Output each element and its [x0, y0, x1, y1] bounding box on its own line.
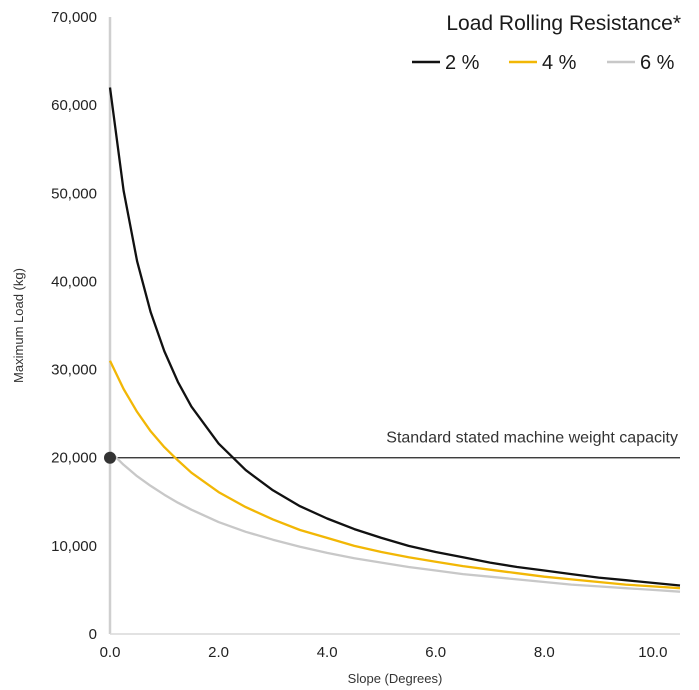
legend-title: Load Rolling Resistance* [446, 12, 681, 35]
x-axis-title: Slope (Degrees) [348, 671, 443, 686]
y-tick-label: 70,000 [51, 9, 97, 26]
y-tick-label: 20,000 [51, 450, 97, 467]
x-tick-label: 0.0 [100, 644, 121, 661]
x-tick-label: 8.0 [534, 644, 555, 661]
start-marker [104, 451, 116, 464]
y-tick-label: 30,000 [51, 362, 97, 379]
legend-label: 4 % [542, 52, 577, 74]
y-tick-label: 10,000 [51, 538, 97, 555]
y-tick-label: 50,000 [51, 185, 97, 202]
legend-label: 2 % [445, 52, 480, 74]
series-line [108, 360, 681, 590]
x-tick-labels: 0.0 2.0 4.0 6.0 8.0 10.0 [100, 644, 668, 661]
x-tick-label: 2.0 [208, 644, 229, 661]
legend: Load Rolling Resistance* 2 % 4 % 6 % [412, 12, 681, 74]
series-line [108, 87, 681, 587]
reference-line-label: Standard stated machine weight capacity [386, 430, 678, 447]
series-lines [104, 87, 681, 593]
x-tick-label: 4.0 [317, 644, 338, 661]
y-tick-label: 0 [89, 626, 97, 643]
legend-label: 6 % [640, 52, 675, 74]
y-axis-title: Maximum Load (kg) [11, 268, 26, 383]
x-tick-label: 6.0 [425, 644, 446, 661]
y-tick-label: 60,000 [51, 97, 97, 114]
x-tick-label: 10.0 [638, 644, 667, 661]
y-tick-label: 40,000 [51, 273, 97, 290]
reference-line-group: Standard stated machine weight capacity [110, 430, 680, 459]
y-tick-labels: 0 10,000 20,000 30,000 40,000 50,000 60,000 70,… [51, 9, 97, 643]
series-line [109, 450, 681, 593]
chart-axes [108, 17, 680, 635]
